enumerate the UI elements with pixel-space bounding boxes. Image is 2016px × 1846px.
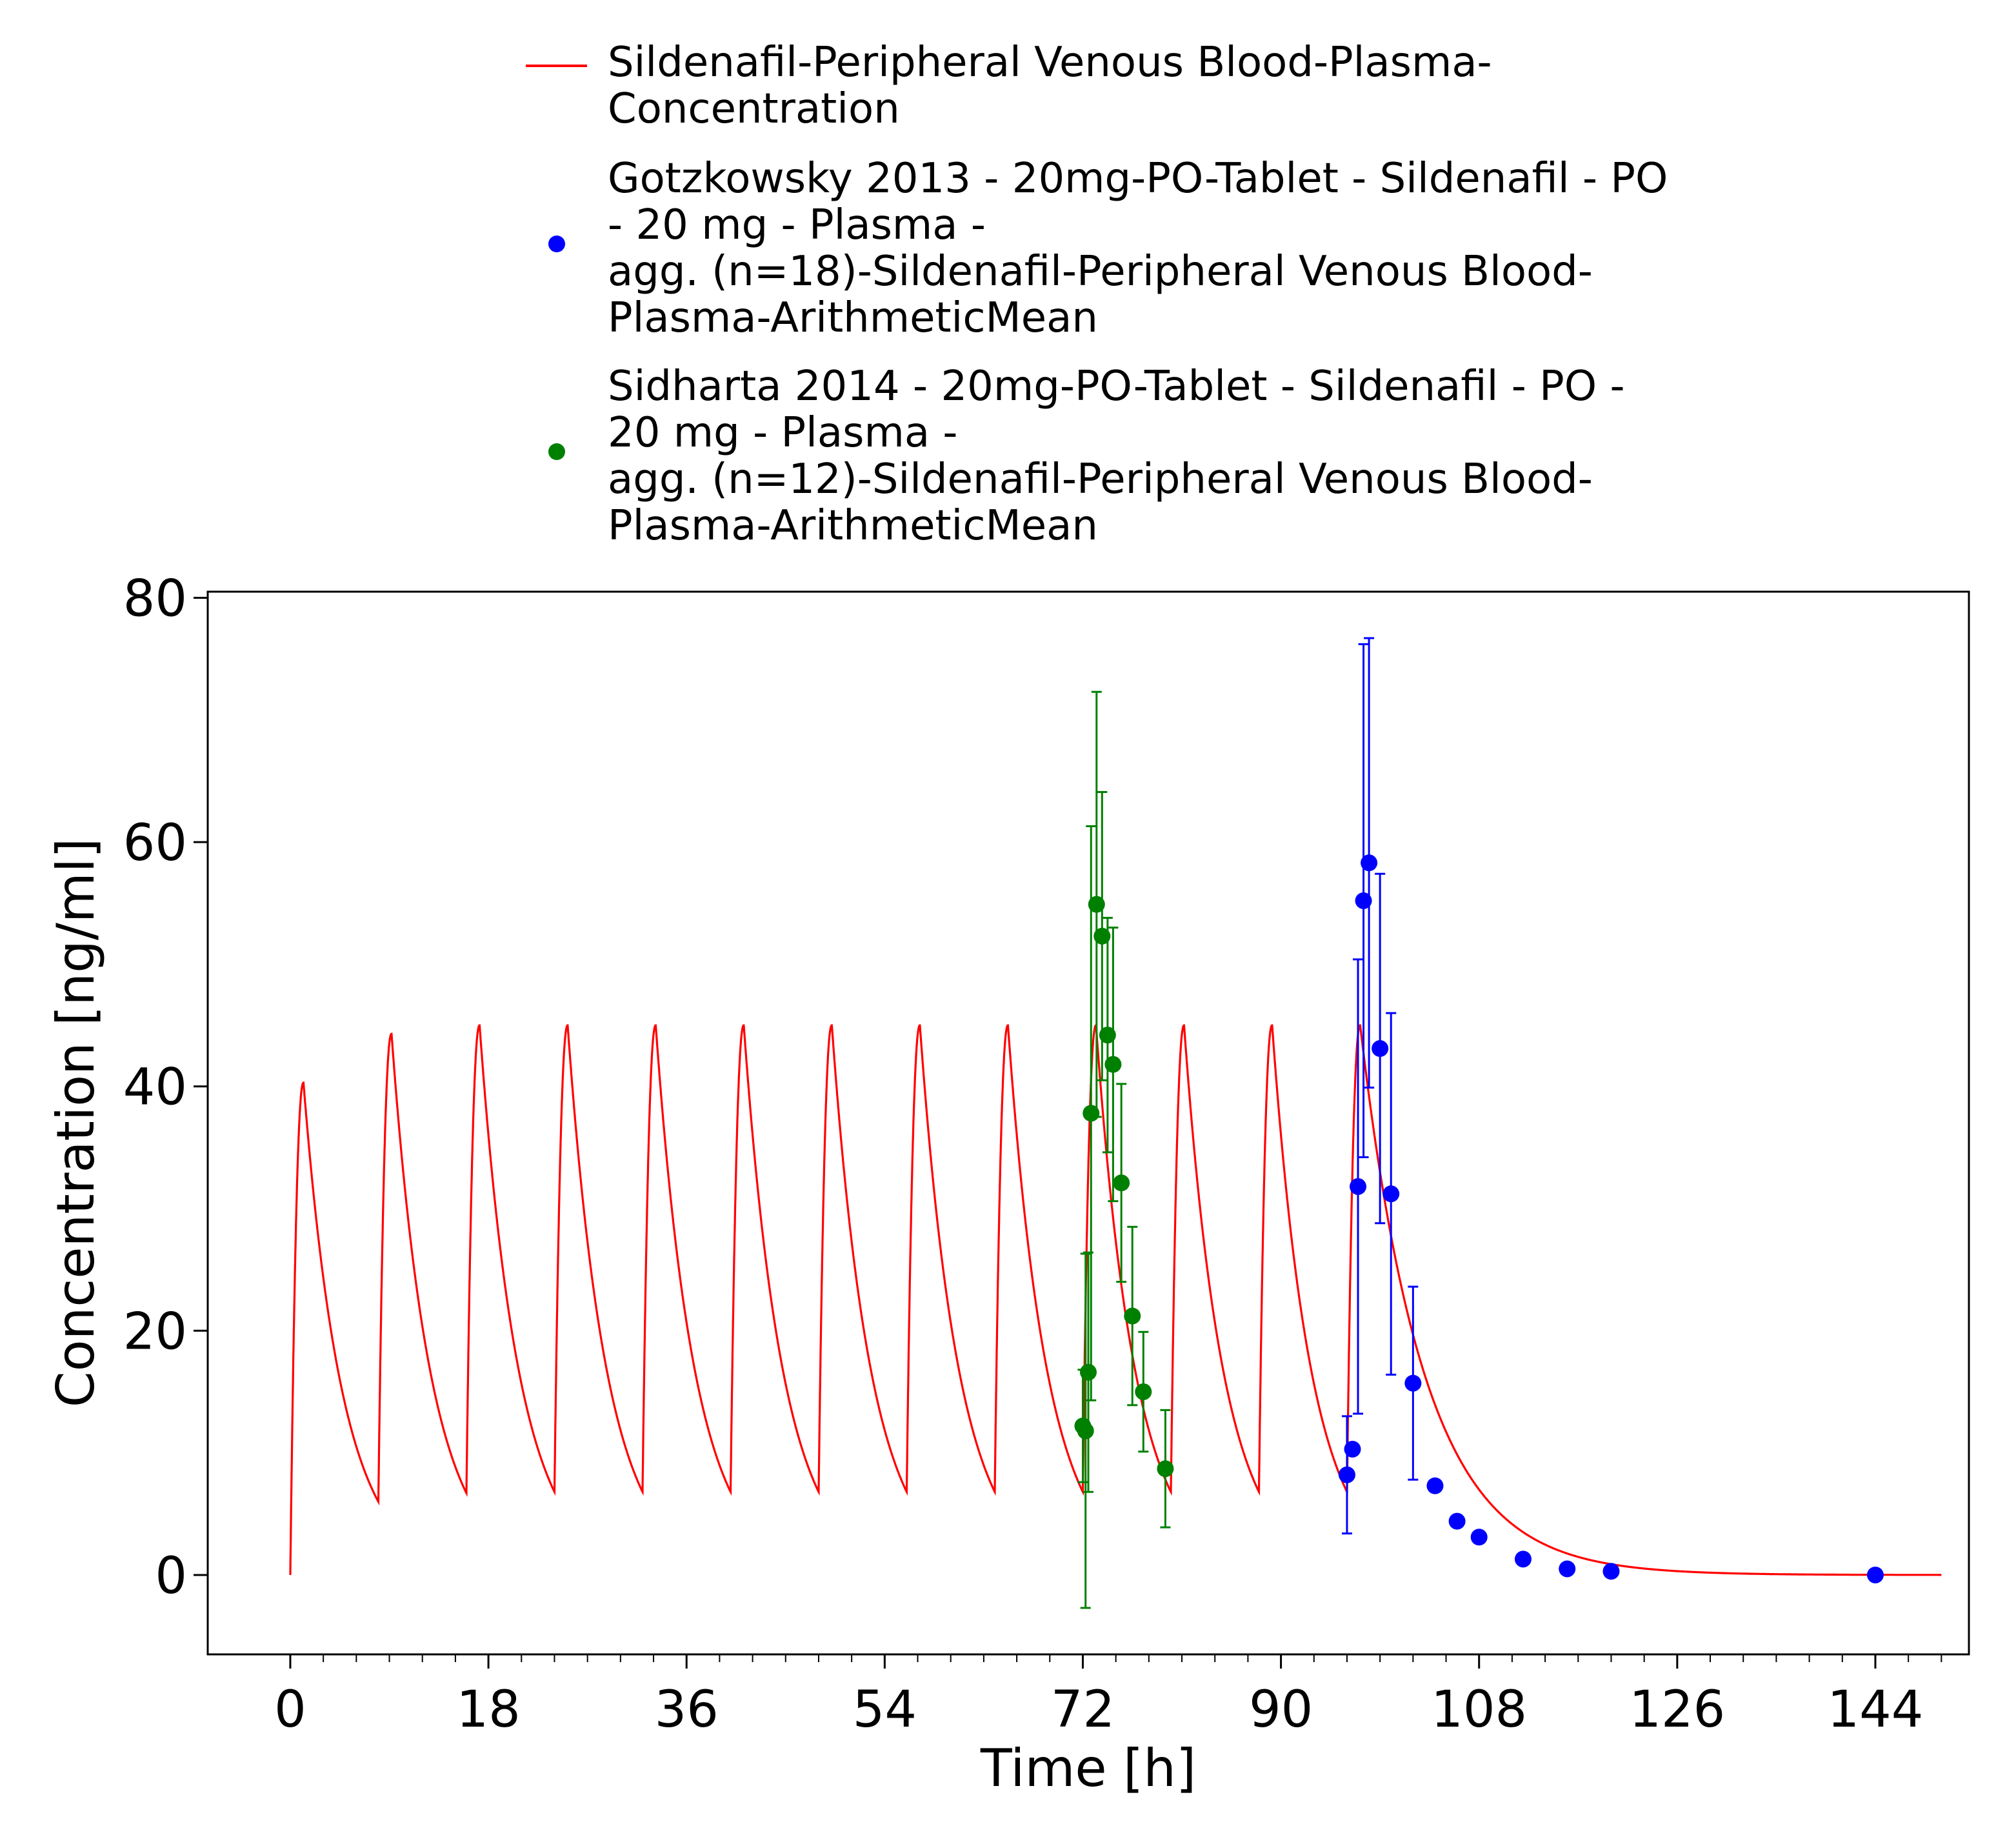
data-point [1157, 1460, 1174, 1478]
observations-layer [1074, 637, 1884, 1609]
data-point [1104, 1056, 1122, 1073]
x-tick-label: 144 [1828, 1681, 1924, 1739]
y-axis: 0 20 40 60 80 [123, 570, 208, 1605]
x-tick-label: 72 [1051, 1681, 1115, 1739]
legend-dot-marker [548, 236, 565, 252]
data-point [1077, 1422, 1094, 1440]
data-point [1404, 1374, 1422, 1392]
data-point [1093, 927, 1111, 945]
x-axis: 0 18 36 54 72 90 108 126 144 [274, 1654, 1942, 1739]
legend-text: agg. (n=12)-Sildenafil-Peripheral Venous… [608, 456, 1593, 503]
data-point [1602, 1563, 1620, 1580]
simulation-layer [289, 1024, 1942, 1576]
data-point [1448, 1512, 1466, 1530]
series-gotzkowsky [1338, 637, 1884, 1583]
x-tick-label: 36 [655, 1681, 719, 1739]
data-point [1080, 1363, 1097, 1381]
y-tick-label: 0 [155, 1547, 187, 1605]
data-point [1382, 1185, 1400, 1203]
data-point [1083, 1105, 1100, 1122]
y-tick-label: 60 [123, 814, 187, 872]
x-tick-label: 126 [1629, 1681, 1725, 1739]
y-axis-label: Concentration [ng/ml] [46, 838, 106, 1407]
x-tick-label: 54 [853, 1681, 917, 1739]
legend-entry: Gotzkowsky 2013 - 20mg-PO-Tablet - Silde… [548, 155, 1668, 342]
x-tick-label: 90 [1249, 1681, 1313, 1739]
legend-entry: Sildenafil-Peripheral Venous Blood-Plasm… [526, 39, 1492, 133]
data-point [1124, 1307, 1141, 1325]
legend-text: Sidharta 2014 - 20mg-PO-Tablet - Sildena… [608, 363, 1625, 410]
data-point [1559, 1560, 1576, 1578]
data-point [1113, 1174, 1130, 1192]
data-point [1372, 1040, 1389, 1058]
data-point [1350, 1178, 1367, 1195]
data-point [1099, 1027, 1116, 1044]
y-tick-label: 80 [123, 570, 187, 628]
legend-text: Plasma-ArithmeticMean [608, 502, 1098, 550]
legend-text: Gotzkowsky 2013 - 20mg-PO-Tablet - Silde… [608, 155, 1668, 203]
data-point [1361, 854, 1378, 872]
legend-text: Sildenafil-Peripheral Venous Blood-Plasm… [608, 39, 1492, 86]
x-tick-label: 108 [1431, 1681, 1527, 1739]
data-point [1355, 892, 1372, 909]
y-tick-label: 40 [123, 1059, 187, 1117]
data-point [1866, 1566, 1884, 1583]
plot-area [206, 590, 1970, 1656]
x-tick-label: 18 [456, 1681, 520, 1739]
legend-entry: Sidharta 2014 - 20mg-PO-Tablet - Sildena… [548, 363, 1625, 550]
data-point [1514, 1550, 1532, 1568]
legend-text: 20 mg - Plasma - [608, 409, 957, 457]
simulation-line [289, 1024, 1942, 1576]
x-tick-label: 0 [274, 1681, 306, 1739]
plot-frame [206, 590, 1970, 1656]
data-point [1426, 1477, 1444, 1494]
series-sidharta [1074, 690, 1174, 1609]
data-point [1338, 1466, 1355, 1483]
legend-text: agg. (n=18)-Sildenafil-Peripheral Venous… [608, 248, 1593, 296]
data-point [1344, 1440, 1361, 1458]
y-tick-label: 20 [123, 1303, 187, 1361]
legend-text: Plasma-ArithmeticMean [608, 294, 1098, 342]
data-point [1135, 1383, 1152, 1400]
data-point [1470, 1529, 1488, 1546]
data-point [1088, 896, 1105, 913]
legend-dot-marker [548, 443, 565, 460]
x-axis-label: Time [h] [980, 1738, 1196, 1798]
legend: Sildenafil-Peripheral Venous Blood-Plasm… [526, 39, 1668, 550]
legend-text: - 20 mg - Plasma - [608, 201, 986, 249]
legend-text: Concentration [608, 85, 900, 133]
